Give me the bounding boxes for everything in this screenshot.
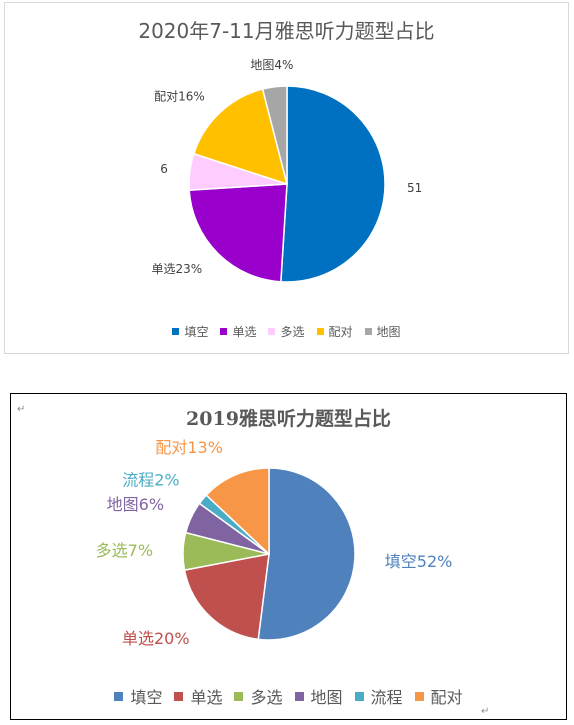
chart-title: 2019雅思听力题型占比 [186,408,391,430]
data-label-单选: 单选20% [122,629,190,648]
legend-swatch [174,691,184,701]
legend-swatch [316,328,324,335]
legend-label: 填空 [184,325,209,339]
legend-swatch [220,328,228,335]
data-label-地图: 地图6% [107,495,164,514]
legend-item-填空: 填空 [172,323,208,340]
legend-item-配对: 配对 [316,323,353,340]
pie-slice-单选 [188,183,288,283]
chart-2019-panel: ↵ 2019雅思听力题型占比 填空52% 单选20% 多选7% 地图6% 流程2% 配对1… [10,393,567,720]
legend: 填空 单选 多选 地图 流程 配对 [11,684,566,708]
data-label-单选: 单选23% [151,262,202,276]
data-label-地图: 地图4% [250,58,293,72]
data-label-配对: 配对13% [155,438,223,457]
pie-slice-单选 [183,553,270,641]
legend-label: 单选 [190,688,223,707]
chart-title: 2020年7-11月雅思听力题型占比 [138,19,435,43]
legend-label: 多选 [280,325,305,339]
legend-swatch [294,691,304,701]
legend-label: 地图 [376,325,401,339]
legend-label: 配对 [430,688,463,707]
data-label-填空: 51 [407,181,422,195]
legend-label: 填空 [130,688,163,707]
legend-item-地图: 地图 [294,684,343,708]
data-label-多选: 多选7% [96,541,153,560]
pie-slice-配对 [192,88,289,186]
legend-label: 流程 [370,688,403,707]
legend-swatch [364,328,372,335]
pie-slice-填空 [257,467,356,641]
legend-item-地图: 地图 [364,323,401,340]
data-label-配对: 配对16% [154,90,205,104]
pie-slice-配对 [205,467,270,556]
data-label-多选: 6 [160,162,168,176]
legend: 填空 单选 多选 配对 地图 [5,323,568,340]
legend-item-多选: 多选 [234,684,283,708]
legend-swatch [354,691,364,701]
legend-item-填空: 填空 [114,684,162,708]
pie-slice-地图 [261,85,288,185]
legend-item-流程: 流程 [354,684,403,708]
data-label-填空: 填空52% [385,552,453,571]
pie-chart-2019: 填空52% 单选20% 多选7% 地图6% 流程2% 配对13% [96,438,453,648]
legend-item-单选: 单选 [220,323,256,340]
pie-slice-填空 [280,85,386,283]
legend-item-单选: 单选 [174,684,222,708]
paragraph-mark-icon: ↵ [17,404,26,415]
legend-item-配对: 配对 [414,684,463,708]
chart-2020-panel: 2020年7-11月雅思听力题型占比 51 单选23% 6 配对16% 地图4% 填空 单… [4,2,569,354]
legend-label: 多选 [250,688,283,707]
legend-label: 地图 [310,688,343,707]
pie-chart-2020: 51 单选23% 6 配对16% 地图4% [151,58,422,283]
paragraph-mark-icon: ↵ [481,706,490,717]
legend-swatch [114,691,124,701]
legend-label: 单选 [232,325,257,339]
legend-swatch [414,691,424,701]
legend-swatch [268,328,276,335]
legend-item-多选: 多选 [268,323,305,340]
legend-swatch [172,328,180,335]
data-label-流程: 流程2% [122,471,179,490]
legend-label: 配对 [328,325,353,339]
legend-swatch [234,691,244,701]
